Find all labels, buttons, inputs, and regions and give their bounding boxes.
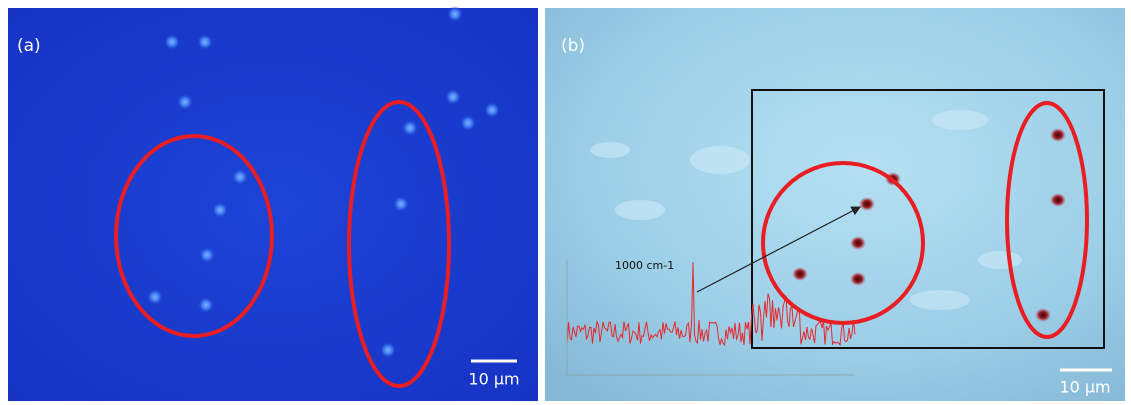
- particle: [197, 34, 213, 50]
- panel-label: (a): [17, 36, 41, 56]
- image-a: [8, 8, 538, 401]
- particle: [484, 102, 500, 118]
- particle: [850, 272, 866, 286]
- highlight-ellipse: [1005, 101, 1089, 339]
- texture-blob: [690, 146, 750, 174]
- highlight-ellipse: [761, 161, 925, 325]
- particle: [1050, 128, 1066, 142]
- highlight-ellipse: [347, 100, 451, 388]
- particle: [232, 169, 248, 185]
- particle: [164, 34, 180, 50]
- texture-blob: [615, 200, 665, 220]
- particle: [792, 267, 808, 281]
- highlight-ellipse: [114, 134, 274, 338]
- arrow: [696, 206, 862, 293]
- particle: [199, 247, 215, 263]
- particle: [198, 297, 214, 313]
- texture: [590, 110, 1022, 310]
- panel-label: (b): [561, 36, 585, 56]
- panel-a: (a) 10 μm: [8, 6, 538, 401]
- particle: [212, 202, 228, 218]
- region-box: [751, 89, 1105, 349]
- texture-blob: [978, 251, 1022, 269]
- texture-blob: [590, 142, 630, 158]
- particle: [402, 120, 418, 136]
- scale-label: 10 μm: [1059, 378, 1110, 397]
- particle: [177, 94, 193, 110]
- particle: [1035, 308, 1051, 322]
- panel-b: 1000 cm-1 (b) 10 μm: [545, 8, 1125, 401]
- particle: [460, 115, 476, 131]
- particle: [859, 197, 875, 211]
- particle: [393, 196, 409, 212]
- spectrum: [566, 261, 856, 347]
- texture-blob: [932, 110, 988, 130]
- particles: [147, 6, 500, 358]
- particle: [850, 236, 866, 250]
- particle: [147, 289, 163, 305]
- particle: [447, 6, 463, 22]
- particle: [445, 89, 461, 105]
- peak-annotation: 1000 cm-1: [615, 259, 674, 272]
- texture-blob: [910, 290, 970, 310]
- scale-label: 10 μm: [468, 370, 519, 389]
- particle: [380, 342, 396, 358]
- particle: [1050, 193, 1066, 207]
